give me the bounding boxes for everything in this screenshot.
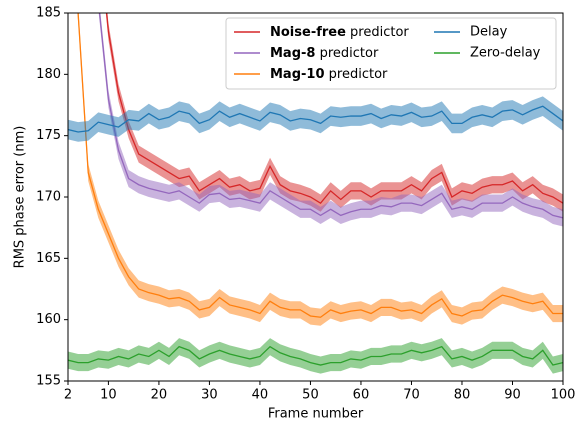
plot-area — [68, 13, 563, 374]
line — [105, 13, 563, 204]
x-tick-label: 10 — [100, 388, 117, 403]
x-tick-label: 100 — [551, 388, 576, 403]
legend-label: Delay — [470, 25, 508, 40]
line — [77, 13, 563, 318]
line — [98, 13, 563, 219]
error-band — [68, 96, 563, 142]
error-band — [98, 13, 563, 227]
x-tick-label: 40 — [252, 388, 269, 403]
x-tick-label: 70 — [403, 388, 420, 403]
x-tick-label: 30 — [201, 388, 218, 403]
y-tick-label: 170 — [36, 190, 61, 205]
line — [68, 105, 563, 133]
x-tick-label: 2 — [64, 388, 72, 403]
y-tick-label: 160 — [36, 312, 61, 327]
x-tick-label: 50 — [302, 388, 319, 403]
y-tick-label: 155 — [36, 374, 61, 389]
legend-label: Mag-10 predictor — [270, 67, 388, 82]
y-tick-label: 165 — [36, 251, 61, 266]
legend-box — [225, 17, 557, 90]
x-axis-label: Frame number — [268, 407, 364, 422]
legend: Noise-free predictor Mag-8 predictor Mag-1… — [225, 17, 557, 90]
y-axis-label: RMS phase error (nm) — [13, 126, 28, 269]
line — [68, 345, 563, 366]
error-band — [77, 13, 563, 326]
legend-label: Zero-delay — [470, 46, 541, 61]
y-tick-label: 185 — [36, 6, 61, 21]
y-tick-label: 175 — [36, 128, 61, 143]
x-tick-label: 90 — [504, 388, 521, 403]
x-tick-label: 80 — [454, 388, 471, 403]
legend-label: Noise-free predictor — [270, 25, 409, 40]
x-tick-label: 20 — [151, 388, 168, 403]
legend-label: Mag-8 predictor — [270, 46, 379, 61]
x-tick-label: 60 — [353, 388, 370, 403]
y-tick-label: 180 — [36, 67, 61, 82]
error-band — [68, 338, 563, 374]
